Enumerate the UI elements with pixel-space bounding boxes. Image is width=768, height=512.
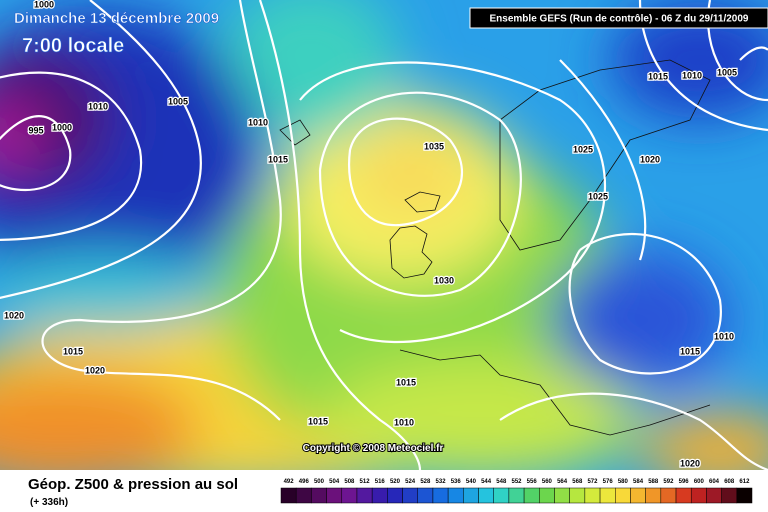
model-info: Ensemble GEFS (Run de contrôle) - 06 Z d… bbox=[490, 14, 749, 25]
scale-swatch bbox=[493, 487, 510, 504]
scale-label: 508 bbox=[344, 479, 355, 485]
footer-lead: (+ 336h) bbox=[30, 497, 68, 508]
scale-swatch bbox=[660, 487, 677, 504]
scale-swatch bbox=[615, 487, 631, 504]
scale-label: 572 bbox=[587, 479, 598, 485]
scale-label: 584 bbox=[633, 479, 644, 485]
isobar-label: 1010 bbox=[394, 417, 414, 427]
scale-swatch bbox=[447, 487, 464, 504]
scale-swatch bbox=[463, 487, 479, 504]
isobar-label: 1005 bbox=[168, 96, 188, 106]
isobar-label: 1000 bbox=[34, 0, 54, 9]
scale-label: 504 bbox=[329, 479, 340, 485]
isobar-label: 1015 bbox=[268, 154, 288, 164]
isobar-label: 1025 bbox=[588, 191, 608, 201]
isobar-label: 1015 bbox=[63, 346, 83, 356]
scale-label: 556 bbox=[527, 479, 538, 485]
scale-swatch bbox=[341, 487, 358, 504]
scale-label: 540 bbox=[466, 479, 477, 485]
scale-swatch bbox=[569, 487, 586, 504]
scale-swatch bbox=[387, 487, 403, 504]
isobar-label: 1010 bbox=[682, 70, 702, 80]
isobar-label: 1010 bbox=[714, 331, 734, 341]
isobar-label: 1015 bbox=[396, 377, 416, 387]
isobar-labels: 1000 1010 1005 995 1000 1010 1015 1035 1025 1025 1… bbox=[3, 0, 739, 470]
scale-swatch bbox=[478, 487, 494, 504]
scale-label: 496 bbox=[299, 479, 310, 485]
scale-label: 596 bbox=[679, 479, 690, 485]
scale-swatch bbox=[356, 487, 373, 504]
scale-label: 592 bbox=[663, 479, 674, 485]
scale-label: 560 bbox=[542, 479, 553, 485]
scale-label: 608 bbox=[724, 479, 735, 485]
isobar-label: 1020 bbox=[640, 154, 660, 164]
color-scale: 492 496 500 504 508 512 516 520 524 528 532 536 540 5… bbox=[280, 479, 753, 504]
scale-label: 520 bbox=[390, 479, 401, 485]
isobar-label: 1015 bbox=[648, 71, 668, 81]
scale-label: 612 bbox=[739, 479, 750, 485]
scale-swatch bbox=[280, 487, 297, 504]
scale-swatch bbox=[432, 487, 449, 504]
scale-label: 516 bbox=[375, 479, 386, 485]
isobar-label: 1030 bbox=[434, 275, 454, 285]
scale-label: 524 bbox=[405, 479, 416, 485]
scale-swatch bbox=[295, 487, 312, 504]
isobar-label: 1000 bbox=[52, 122, 72, 132]
scale-swatch bbox=[554, 487, 570, 504]
scale-label: 604 bbox=[709, 479, 720, 485]
isobars bbox=[0, 0, 768, 470]
time: 7:00 locale bbox=[22, 35, 124, 57]
field bbox=[0, 0, 768, 470]
isobar-label: 1015 bbox=[308, 416, 328, 426]
scale-swatch bbox=[599, 487, 616, 504]
coastlines bbox=[279, 59, 711, 436]
scale-label: 512 bbox=[360, 479, 371, 485]
scale-swatch bbox=[311, 487, 327, 504]
scale-label: 552 bbox=[511, 479, 522, 485]
scale-label: 564 bbox=[557, 479, 568, 485]
scale-label: 492 bbox=[284, 479, 295, 485]
isobar-label: 1015 bbox=[680, 346, 700, 356]
date: Dimanche 13 décembre 2009 bbox=[14, 10, 219, 27]
scale-swatch bbox=[402, 487, 418, 504]
scale-label: 576 bbox=[603, 479, 614, 485]
scale-swatch bbox=[721, 487, 738, 504]
scale-swatch bbox=[523, 487, 540, 504]
scale-label: 568 bbox=[572, 479, 583, 485]
scale-label: 500 bbox=[314, 479, 325, 485]
copyright: Copyright © 2008 Meteociel.fr bbox=[303, 443, 444, 454]
scale-label: 548 bbox=[496, 479, 507, 485]
isobar-label: 1020 bbox=[680, 458, 700, 468]
scale-swatch bbox=[675, 487, 692, 504]
isobar-label: 1020 bbox=[4, 310, 24, 320]
scale-swatch bbox=[539, 487, 555, 504]
scale-swatch bbox=[630, 487, 646, 504]
model-box bbox=[469, 7, 768, 29]
isobar-label: 1020 bbox=[85, 365, 105, 375]
scale-label: 600 bbox=[694, 479, 705, 485]
isobar-label: 1035 bbox=[424, 141, 444, 151]
footer-title: Géop. Z500 & pression au sol bbox=[28, 476, 238, 493]
scale-swatch bbox=[584, 487, 601, 504]
scale-label: 532 bbox=[436, 479, 447, 485]
scale-swatch bbox=[417, 487, 434, 504]
isobar-label: 995 bbox=[28, 125, 43, 135]
scale-swatch bbox=[706, 487, 722, 504]
scale-label: 580 bbox=[618, 479, 629, 485]
scale-swatch bbox=[645, 487, 662, 504]
scale-swatch bbox=[690, 487, 707, 504]
isobar-label: 1025 bbox=[573, 144, 593, 154]
isobar-label: 1010 bbox=[248, 117, 268, 127]
scale-label: 536 bbox=[451, 479, 462, 485]
scale-swatch bbox=[736, 487, 753, 504]
scale-swatch bbox=[508, 487, 525, 504]
scale-label: 588 bbox=[648, 479, 659, 485]
scale-swatch bbox=[326, 487, 343, 504]
scale-label: 528 bbox=[420, 479, 431, 485]
scale-label: 544 bbox=[481, 479, 492, 485]
isobar-label: 1010 bbox=[88, 101, 108, 111]
scale-swatch bbox=[371, 487, 388, 504]
isobar-label: 1005 bbox=[717, 67, 737, 77]
